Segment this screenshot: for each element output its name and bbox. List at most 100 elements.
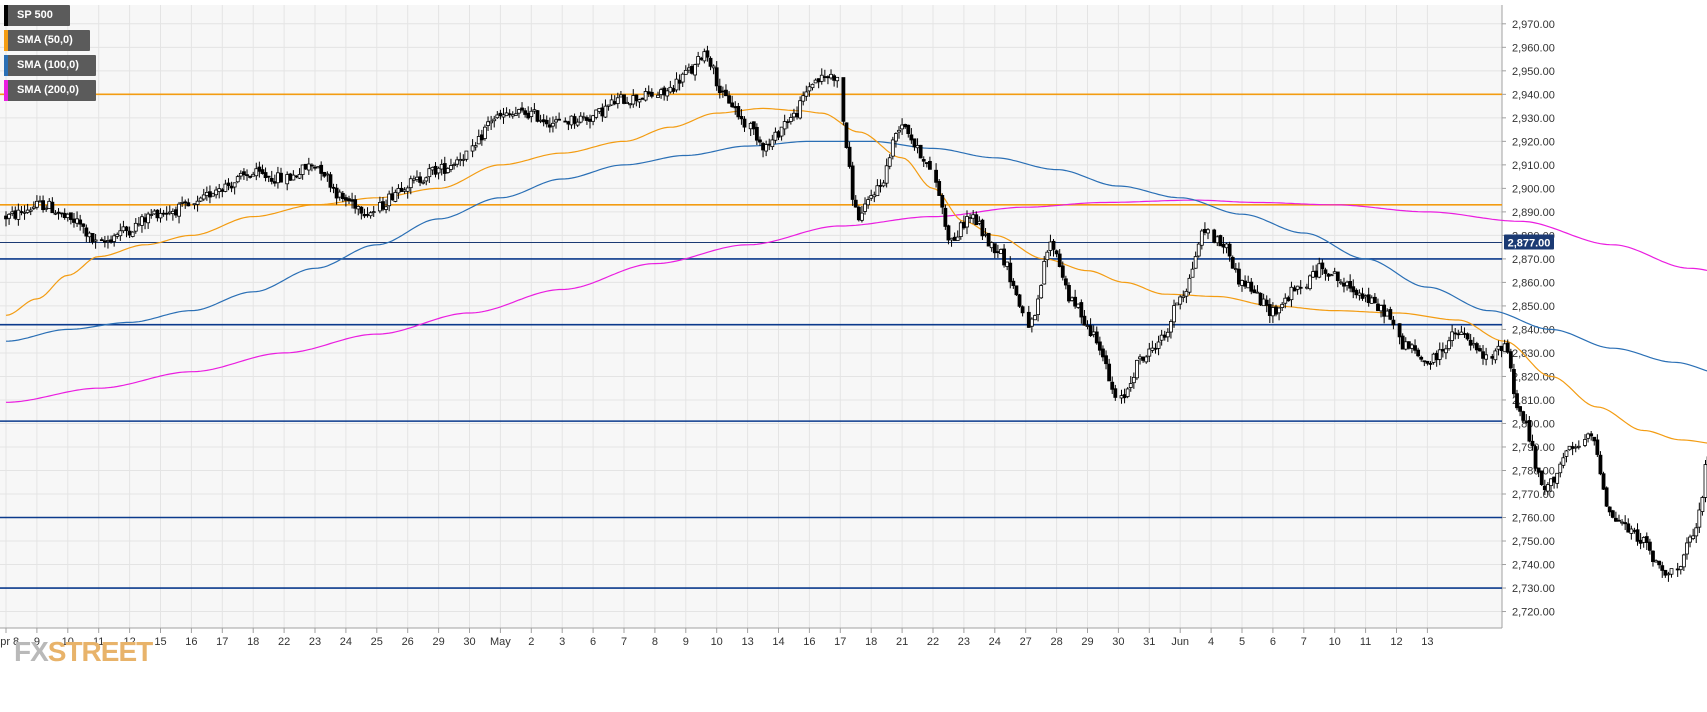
- candle-down: [161, 212, 166, 215]
- candle-up: [112, 235, 117, 242]
- candle-up: [866, 199, 871, 206]
- candle-up: [1317, 263, 1322, 278]
- candle-down: [523, 110, 528, 115]
- candle-up: [192, 203, 197, 206]
- candle-down: [736, 106, 741, 118]
- candle-up: [1471, 343, 1476, 346]
- legend-sma200[interactable]: SMA (200,0): [4, 80, 96, 101]
- candle-up: [501, 114, 506, 118]
- candle-up: [411, 178, 416, 181]
- candle-down: [347, 198, 351, 202]
- candle-up: [578, 115, 583, 123]
- candle-up: [1308, 275, 1312, 290]
- candle-up: [1561, 457, 1566, 466]
- current-price-label: 2,877.00: [1508, 237, 1551, 249]
- candle-up: [538, 119, 543, 122]
- x-tick-label: 16: [803, 636, 815, 648]
- candle-down: [328, 174, 333, 188]
- candle-down: [585, 117, 589, 121]
- candle-down: [847, 146, 852, 167]
- candle-up: [1224, 243, 1229, 249]
- x-tick-label: 17: [216, 636, 228, 648]
- candle-up: [214, 189, 219, 196]
- candle-up: [38, 200, 42, 203]
- candle-up: [603, 105, 608, 118]
- candle-down: [1382, 304, 1387, 317]
- candle-up: [1187, 277, 1192, 293]
- legend-sma100-swatch: [4, 55, 8, 76]
- y-tick-label: 2,720.00: [1512, 607, 1555, 619]
- candle-down: [730, 102, 735, 108]
- candle-up: [152, 210, 157, 215]
- candle-up: [75, 218, 79, 224]
- candle-down: [940, 195, 945, 208]
- candle-up: [1564, 450, 1569, 457]
- candle-up: [594, 109, 599, 118]
- x-tick-label: 26: [402, 636, 414, 648]
- x-tick-label: 22: [927, 636, 939, 648]
- legend-symbol-swatch: [4, 5, 8, 26]
- candle-up: [458, 159, 463, 162]
- candle-down: [1570, 446, 1575, 449]
- candle-down: [690, 65, 694, 74]
- candle-up: [835, 76, 840, 82]
- x-tick-label: 8: [652, 636, 658, 648]
- candle-up: [65, 213, 70, 219]
- candle-up: [1048, 241, 1053, 251]
- candle-down: [1610, 510, 1615, 518]
- candle-down: [1527, 420, 1532, 442]
- candle-down: [288, 173, 293, 181]
- candle-down: [269, 177, 274, 182]
- legend-sma50[interactable]: SMA (50,0): [4, 30, 90, 51]
- candle-down: [714, 67, 719, 87]
- candle-down: [343, 197, 348, 201]
- x-tick-label: 3: [559, 636, 565, 648]
- candle-down: [1660, 565, 1665, 571]
- candle-down: [1651, 550, 1655, 563]
- candle-down: [322, 171, 327, 177]
- candle-up: [377, 202, 382, 212]
- candle-down: [1054, 250, 1059, 255]
- candle-up: [300, 164, 305, 175]
- candle-down: [547, 124, 552, 128]
- candle-down: [248, 175, 253, 178]
- candle-up: [628, 103, 633, 106]
- y-tick-label: 2,760.00: [1512, 513, 1555, 525]
- y-tick-label: 2,970.00: [1512, 19, 1555, 31]
- candle-down: [535, 110, 540, 122]
- candle-up: [1586, 433, 1590, 439]
- candle-up: [965, 216, 969, 228]
- candle-up: [445, 168, 450, 173]
- legend-sma100[interactable]: SMA (100,0): [4, 55, 96, 76]
- candle-down: [242, 171, 246, 176]
- candle-up: [968, 217, 972, 219]
- x-tick-label: 18: [865, 636, 877, 648]
- candle-up: [476, 136, 481, 145]
- candle-up: [1447, 340, 1451, 350]
- candle-down: [943, 207, 948, 227]
- candle-up: [452, 164, 456, 166]
- candle-up: [779, 126, 784, 137]
- candle-down: [612, 101, 617, 105]
- candle-down: [1552, 476, 1556, 483]
- candle-up: [368, 212, 373, 217]
- candle-up: [1329, 274, 1334, 277]
- candle-up: [421, 181, 426, 184]
- legend-symbol[interactable]: SP 500: [4, 5, 70, 26]
- candle-down: [1428, 363, 1433, 365]
- sma200-line: [6, 199, 1707, 403]
- candle-up: [115, 233, 120, 237]
- candle-down: [319, 164, 324, 174]
- x-tick-label: 11: [93, 636, 104, 648]
- candle-up: [1261, 298, 1266, 307]
- y-tick-label: 2,920.00: [1512, 136, 1555, 148]
- x-tick-label: 23: [309, 636, 321, 648]
- candle-up: [1555, 472, 1560, 484]
- x-tick-label: 24: [989, 636, 1001, 648]
- candle-up: [569, 115, 574, 126]
- candle-down: [850, 165, 855, 200]
- y-tick-label: 2,900.00: [1512, 183, 1555, 195]
- candle-down: [856, 206, 861, 221]
- candle-down: [229, 185, 234, 189]
